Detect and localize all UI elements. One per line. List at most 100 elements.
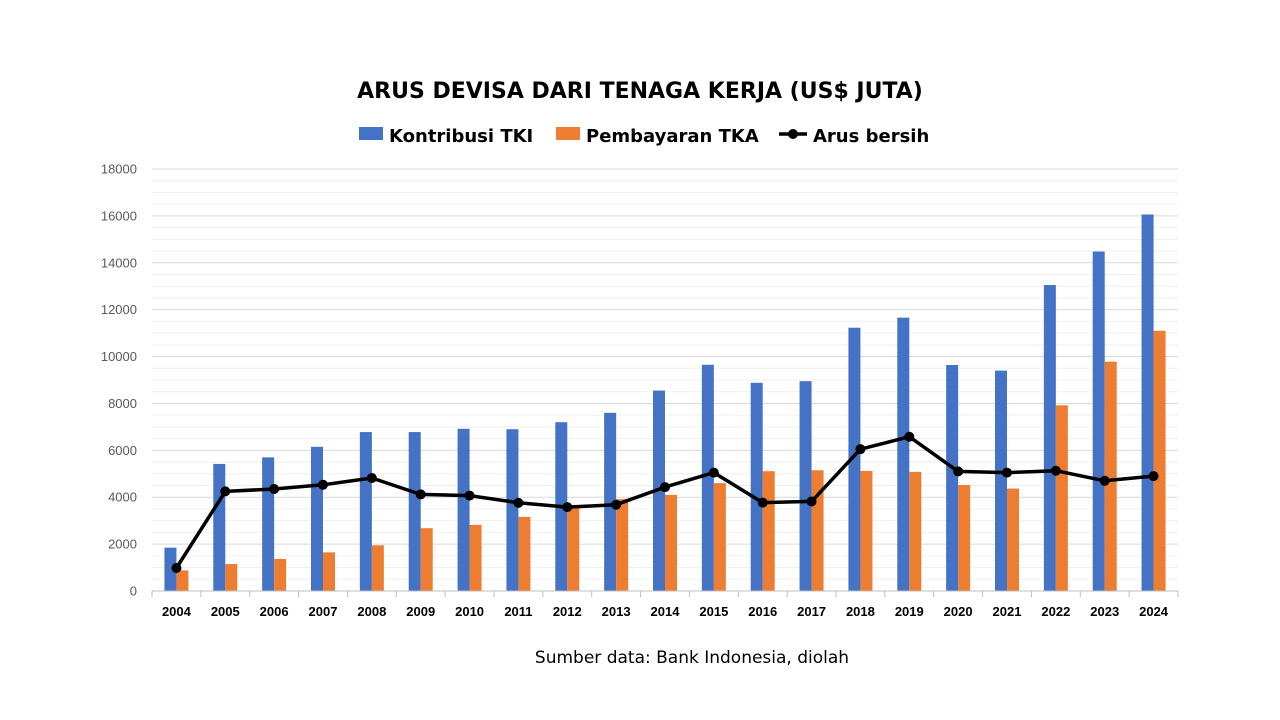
bar-kontribusi-tki — [1141, 214, 1154, 591]
bar-pembayaran-tka — [518, 516, 531, 591]
point-arus-bersih — [318, 479, 328, 490]
point-arus-bersih — [806, 496, 817, 507]
point-arus-bersih — [708, 467, 719, 478]
bar-kontribusi-tki — [946, 364, 959, 591]
legend-label-pembayaran-tka: Pembayaran TKA — [586, 126, 759, 147]
x-tick-label: 2016 — [748, 604, 777, 619]
y-tick-label: 8000 — [108, 396, 137, 411]
point-arus-bersih — [953, 466, 964, 477]
y-tick-label: 16000 — [101, 208, 137, 223]
bar-kontribusi-tki — [262, 457, 275, 591]
bar-pembayaran-tka — [371, 545, 384, 591]
x-tick-label: 2005 — [211, 604, 240, 619]
bar-pembayaran-tka — [1153, 330, 1166, 591]
bar-kontribusi-tki — [897, 317, 910, 591]
x-axis: 2004 2005 2006 2007 2008 2009 2010 2011 2012 2013… — [151, 590, 1179, 619]
x-tick-label: 2017 — [797, 604, 826, 619]
point-arus-bersih — [660, 482, 670, 493]
y-tick-label: 10000 — [101, 349, 137, 364]
point-arus-bersih — [855, 444, 866, 455]
x-tick-label: 2010 — [455, 604, 484, 619]
x-tick-label: 2007 — [309, 604, 338, 619]
point-arus-bersih — [415, 489, 426, 500]
point-arus-bersih — [464, 490, 475, 501]
point-arus-bersih — [611, 499, 622, 510]
legend-marker-arus-bersih — [788, 129, 798, 139]
x-tick-label: 2009 — [406, 604, 435, 619]
bars — [164, 214, 1166, 591]
x-tick-label: 2013 — [602, 604, 631, 619]
x-tick-label: 2022 — [1041, 604, 1070, 619]
bar-pembayaran-tka — [323, 552, 335, 591]
x-tick-label: 2008 — [357, 604, 386, 619]
bar-kontribusi-tki — [1092, 251, 1105, 591]
bar-kontribusi-tki — [213, 463, 226, 591]
bar-pembayaran-tka — [762, 471, 775, 591]
legend-label-kontribusi-tki: Kontribusi TKI — [389, 126, 533, 147]
legend-label-arus-bersih: Arus bersih — [813, 126, 929, 147]
bar-pembayaran-tka — [1007, 488, 1019, 591]
y-tick-label: 0 — [130, 584, 137, 599]
point-arus-bersih — [220, 486, 231, 497]
x-tick-label: 2006 — [260, 604, 289, 619]
bar-kontribusi-tki — [359, 432, 372, 591]
point-arus-bersih — [1099, 475, 1110, 486]
bar-kontribusi-tki — [604, 412, 617, 591]
source-note: Sumber data: Bank Indonesia, diolah — [535, 648, 849, 668]
x-tick-label: 2015 — [699, 604, 728, 619]
x-tick-label: 2004 — [162, 604, 192, 619]
point-arus-bersih — [1148, 471, 1159, 482]
point-arus-bersih — [513, 497, 524, 508]
bar-kontribusi-tki — [799, 381, 812, 591]
legend: Kontribusi TKI Pembayaran TKA Arus bersi… — [359, 126, 929, 147]
bar-kontribusi-tki — [750, 382, 763, 591]
bar-pembayaran-tka — [176, 570, 189, 591]
y-tick-label: 18000 — [101, 162, 137, 177]
bar-kontribusi-tki — [457, 428, 470, 591]
bar-pembayaran-tka — [665, 494, 677, 591]
x-tick-label: 2023 — [1090, 604, 1119, 619]
point-arus-bersih — [1002, 467, 1012, 478]
net-flow-line — [171, 431, 1159, 574]
point-arus-bersih — [757, 497, 768, 508]
x-tick-label: 2014 — [651, 604, 681, 619]
bar-kontribusi-tki — [1043, 285, 1056, 591]
y-tick-label: 12000 — [101, 302, 137, 317]
bar-pembayaran-tka — [567, 506, 580, 591]
legend-swatch-pembayaran-tka — [556, 127, 580, 140]
bar-pembayaran-tka — [958, 485, 971, 591]
bar-pembayaran-tka — [860, 470, 873, 591]
bar-pembayaran-tka — [420, 528, 433, 591]
y-tick-label: 6000 — [108, 443, 137, 458]
x-tick-label: 2024 — [1139, 604, 1169, 619]
x-tick-label: 2021 — [993, 604, 1022, 619]
bar-pembayaran-tka — [713, 483, 726, 591]
point-arus-bersih — [269, 484, 280, 495]
point-arus-bersih — [904, 431, 915, 442]
bar-pembayaran-tka — [469, 524, 482, 591]
x-tick-label: 2012 — [553, 604, 582, 619]
bar-pembayaran-tka — [616, 499, 629, 591]
point-arus-bersih — [171, 563, 182, 574]
bar-kontribusi-tki — [506, 429, 519, 591]
y-axis: 0 2000 4000 6000 8000 10000 12000 14000 16000 180… — [101, 162, 137, 599]
bar-kontribusi-tki — [701, 364, 714, 591]
x-tick-label: 2020 — [944, 604, 973, 619]
bar-kontribusi-tki — [995, 370, 1007, 591]
x-tick-label: 2011 — [504, 604, 532, 619]
x-tick-label: 2019 — [895, 604, 924, 619]
chart-title: ARUS DEVISA DARI TENAGA KERJA (US$ JUTA) — [357, 79, 923, 104]
y-tick-label: 4000 — [108, 490, 137, 505]
bar-pembayaran-tka — [1055, 405, 1068, 591]
point-arus-bersih — [562, 502, 573, 513]
point-arus-bersih — [366, 472, 377, 483]
bar-kontribusi-tki — [848, 327, 861, 591]
y-tick-label: 2000 — [108, 537, 137, 552]
bar-pembayaran-tka — [274, 558, 287, 591]
bar-pembayaran-tka — [225, 564, 238, 591]
bar-kontribusi-tki — [408, 432, 421, 591]
legend-swatch-kontribusi-tki — [359, 127, 383, 140]
bar-kontribusi-tki — [311, 446, 323, 591]
